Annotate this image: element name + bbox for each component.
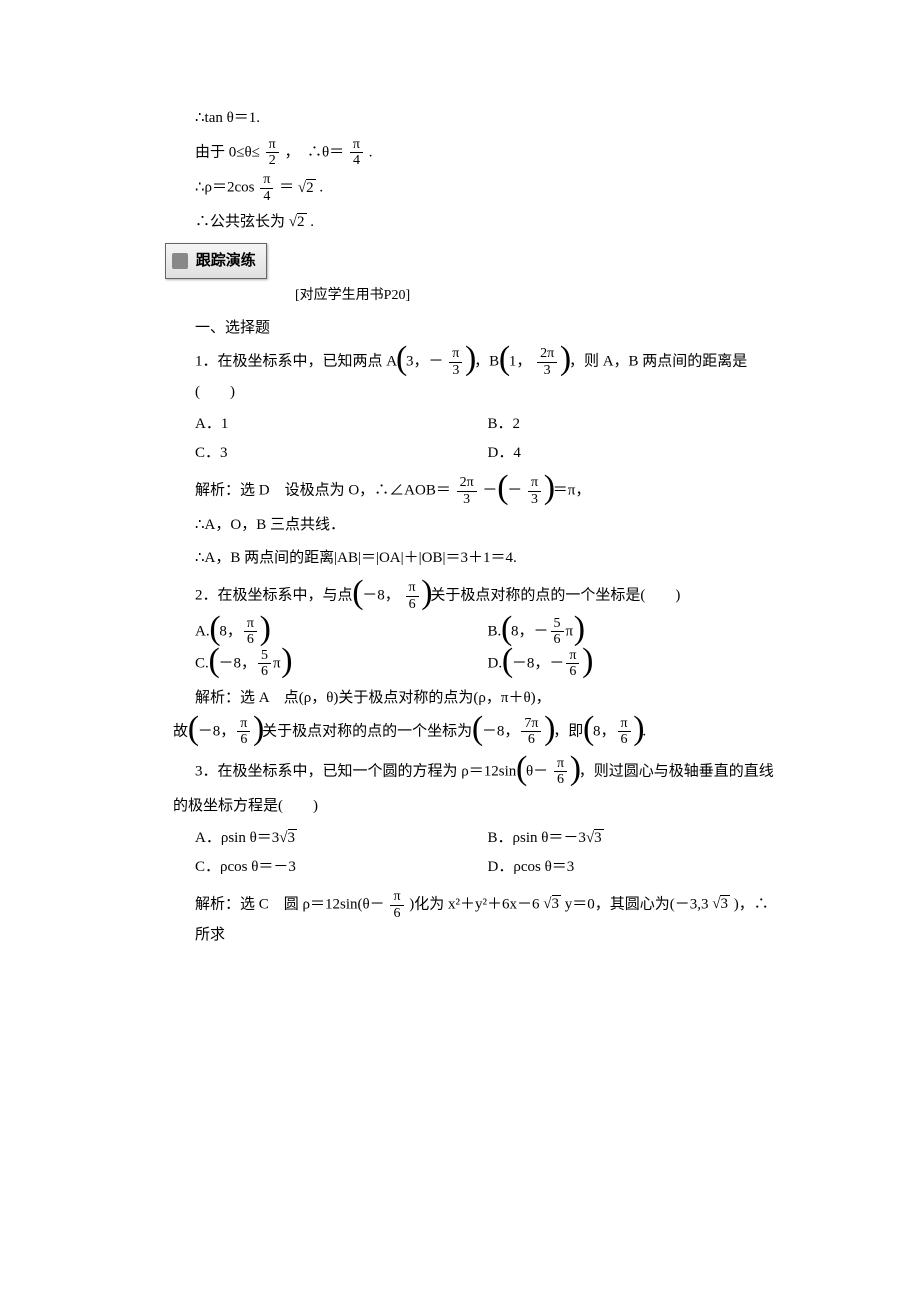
q2-opt-b: B. 8，－56π — [488, 616, 781, 648]
text: ∴tan θ＝1. — [195, 110, 260, 126]
q2-options-row1: A. 8，π6 B. 8，－56π — [165, 616, 780, 648]
point-B: 1， 2π3 — [503, 346, 565, 378]
followup-label: 跟踪演练 — [196, 253, 256, 269]
q1-opt-d: D．4 — [488, 439, 781, 468]
q1-opt-b: B．2 — [488, 410, 781, 439]
q3-options-row1: A．ρsin θ＝33 B．ρsin θ＝－33 — [165, 824, 780, 853]
q1-opt-c: C．3 — [195, 439, 488, 468]
q2-opt-d: D. －8，－π6 — [488, 648, 781, 680]
q3-options-row2: C．ρcos θ＝－3 D．ρcos θ＝3 — [165, 853, 780, 882]
followup-button: 跟踪演练 — [165, 243, 267, 280]
q2-sol-1: 解析：选 A 点(ρ，θ)关于极点对称的点为(ρ，π＋θ)， — [165, 684, 780, 713]
frac: π4 — [350, 137, 363, 169]
q2-opt-c: C. －8，56π — [195, 648, 488, 680]
point-A: 3，－ π3 — [400, 346, 470, 378]
q1-options-row1: A．1 B．2 — [165, 410, 780, 439]
pencil-icon — [172, 253, 188, 269]
deriv-line-1: ∴tan θ＝1. — [165, 104, 780, 133]
q2-options-row2: C. －8，56π D. －8，－π6 — [165, 648, 780, 680]
sin-arg: θ－ π6 — [520, 756, 575, 788]
deriv-line-2: 由于 0≤θ≤ π2 ， ∴θ＝ π4 . — [165, 137, 780, 169]
q3-opt-b: B．ρsin θ＝－33 — [488, 824, 781, 853]
q1-opt-a: A．1 — [195, 410, 488, 439]
q1-stem: 1．在极坐标系中，已知两点 A 3，－ π3 ，B 1， 2π3 ，则 A，B … — [165, 346, 780, 406]
q1-sol-2: ∴A，O，B 三点共线． — [165, 511, 780, 540]
followup-row: 跟踪演练 — [165, 243, 780, 280]
sqrt: 2 — [289, 208, 307, 237]
deriv-line-3: ∴ρ＝2cos π4 ＝ 2 . — [165, 172, 780, 204]
q2-opt-a: A. 8，π6 — [195, 616, 488, 648]
q3-opt-a: A．ρsin θ＝33 — [195, 824, 488, 853]
q1-options-row2: C．3 D．4 — [165, 439, 780, 468]
frac: π2 — [266, 137, 279, 169]
frac: π4 — [260, 172, 273, 204]
q3-sol: 解析：选 C 圆 ρ＝12sin(θ－ π6 )化为 x²＋y²＋6x－6 3 … — [165, 889, 780, 949]
q2-sol-2: 故 －8，π6 关于极点对称的点的一个坐标为 －8，7π6 ，即 8，π6 . — [165, 716, 780, 748]
point-P: －8， π6 — [356, 580, 426, 612]
paren: － π3 — [501, 475, 549, 507]
q1-sol-3: ∴A，B 两点间的距离|AB|＝|OA|＋|OB|＝3＋1＝4. — [165, 544, 780, 573]
page-ref: [对应学生用书P20] — [165, 283, 780, 310]
q2-stem: 2．在极坐标系中，与点 －8， π6 关于极点对称的点的一个坐标是( ) — [165, 580, 780, 612]
q3-opt-d: D．ρcos θ＝3 — [488, 853, 781, 882]
q3-stem-2: 的极坐标方程是( ) — [165, 792, 780, 821]
q3-opt-c: C．ρcos θ＝－3 — [195, 853, 488, 882]
sqrt: 2 — [298, 174, 316, 203]
q1-sol-1: 解析：选 D 设极点为 O，∴∠AOB＝ 2π3 － － π3 ＝π， — [165, 475, 780, 507]
q3-stem-1: 3．在极坐标系中，已知一个圆的方程为 ρ＝12sin θ－ π6 ，则过圆心与极… — [165, 756, 780, 788]
section-title: 一、选择题 — [165, 314, 780, 343]
deriv-line-4: ∴公共弦长为 2 . — [165, 208, 780, 237]
